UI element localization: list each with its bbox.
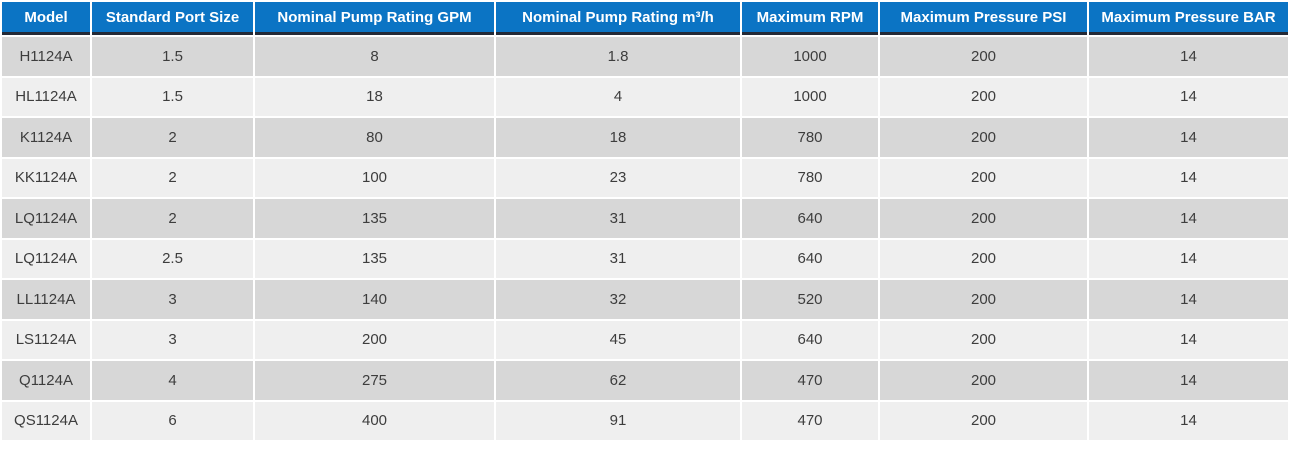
table-cell: K1124A (2, 118, 90, 157)
table-cell: KK1124A (2, 158, 90, 197)
table-body: H1124A 1.5 8 1.8 1000 200 14 HL1124A 1.5 18 4 1000 2… (2, 37, 1288, 440)
table-row: HL1124A 1.5 18 4 1000 200 14 (2, 77, 1288, 116)
table-cell: 1.5 (92, 77, 253, 116)
table-cell: 2 (92, 158, 253, 197)
table-cell: 14 (1089, 77, 1288, 116)
table-cell: 80 (255, 118, 494, 157)
column-header: Nominal Pump Rating GPM (255, 2, 494, 35)
table-cell: 14 (1089, 199, 1288, 238)
table-cell: 640 (742, 320, 878, 359)
table-cell: 14 (1089, 361, 1288, 400)
table-cell: LL1124A (2, 280, 90, 319)
table-cell: 200 (255, 320, 494, 359)
table-cell: 4 (496, 77, 740, 116)
table-cell: 200 (880, 77, 1087, 116)
table-cell: 275 (255, 361, 494, 400)
table-cell: 45 (496, 320, 740, 359)
table-row: Q1124A 4 275 62 470 200 14 (2, 361, 1288, 400)
table-row: K1124A 2 80 18 780 200 14 (2, 118, 1288, 157)
table-cell: 400 (255, 401, 494, 440)
table-row: LL1124A 3 140 32 520 200 14 (2, 280, 1288, 319)
table-row: KK1124A 2 100 23 780 200 14 (2, 158, 1288, 197)
table-cell: 3 (92, 320, 253, 359)
table-cell: 4 (92, 361, 253, 400)
table-cell: 1000 (742, 77, 878, 116)
table-cell: 3 (92, 280, 253, 319)
table-cell: 6 (92, 401, 253, 440)
table-cell: 31 (496, 239, 740, 278)
table-cell: 14 (1089, 118, 1288, 157)
table-header: Model Standard Port Size Nominal Pump Rati… (2, 2, 1288, 35)
column-header: Maximum Pressure PSI (880, 2, 1087, 35)
table-cell: Q1124A (2, 361, 90, 400)
table-cell: 200 (880, 280, 1087, 319)
table-cell: 32 (496, 280, 740, 319)
table-cell: 2 (92, 199, 253, 238)
table-cell: 780 (742, 118, 878, 157)
table-cell: 135 (255, 239, 494, 278)
table-cell: QS1124A (2, 401, 90, 440)
table-cell: 14 (1089, 280, 1288, 319)
table-cell: 640 (742, 199, 878, 238)
column-header: Standard Port Size (92, 2, 253, 35)
table-cell: 470 (742, 361, 878, 400)
column-header: Maximum Pressure BAR (1089, 2, 1288, 35)
table-cell: 200 (880, 158, 1087, 197)
table-cell: 200 (880, 118, 1087, 157)
table-cell: 140 (255, 280, 494, 319)
table-cell: 91 (496, 401, 740, 440)
table-cell: 1000 (742, 37, 878, 76)
table-cell: 1.8 (496, 37, 740, 76)
table-cell: 200 (880, 320, 1087, 359)
table-cell: 780 (742, 158, 878, 197)
table-cell: 62 (496, 361, 740, 400)
table-cell: 14 (1089, 320, 1288, 359)
column-header: Maximum RPM (742, 2, 878, 35)
table-cell: LS1124A (2, 320, 90, 359)
table-row: H1124A 1.5 8 1.8 1000 200 14 (2, 37, 1288, 76)
table-cell: 100 (255, 158, 494, 197)
table-cell: 200 (880, 37, 1087, 76)
table-cell: 640 (742, 239, 878, 278)
table-row: QS1124A 6 400 91 470 200 14 (2, 401, 1288, 440)
table-cell: 14 (1089, 239, 1288, 278)
table-cell: HL1124A (2, 77, 90, 116)
column-header: Model (2, 2, 90, 35)
table-cell: 200 (880, 361, 1087, 400)
table-cell: 31 (496, 199, 740, 238)
pump-specifications-table: Model Standard Port Size Nominal Pump Rati… (0, 0, 1290, 442)
table-cell: LQ1124A (2, 239, 90, 278)
table-cell: 23 (496, 158, 740, 197)
table-cell: 200 (880, 199, 1087, 238)
table-cell: 14 (1089, 158, 1288, 197)
table-cell: 2.5 (92, 239, 253, 278)
table-row: LS1124A 3 200 45 640 200 14 (2, 320, 1288, 359)
table-cell: 14 (1089, 37, 1288, 76)
table-cell: 520 (742, 280, 878, 319)
table-cell: 2 (92, 118, 253, 157)
table-cell: 470 (742, 401, 878, 440)
table-row: LQ1124A 2 135 31 640 200 14 (2, 199, 1288, 238)
table-cell: 14 (1089, 401, 1288, 440)
table-cell: 8 (255, 37, 494, 76)
table-cell: 18 (496, 118, 740, 157)
table-cell: 1.5 (92, 37, 253, 76)
header-row: Model Standard Port Size Nominal Pump Rati… (2, 2, 1288, 35)
table-cell: 135 (255, 199, 494, 238)
column-header: Nominal Pump Rating m³/h (496, 2, 740, 35)
table-cell: LQ1124A (2, 199, 90, 238)
table-cell: H1124A (2, 37, 90, 76)
table-cell: 200 (880, 239, 1087, 278)
table-cell: 18 (255, 77, 494, 116)
table-row: LQ1124A 2.5 135 31 640 200 14 (2, 239, 1288, 278)
table-cell: 200 (880, 401, 1087, 440)
